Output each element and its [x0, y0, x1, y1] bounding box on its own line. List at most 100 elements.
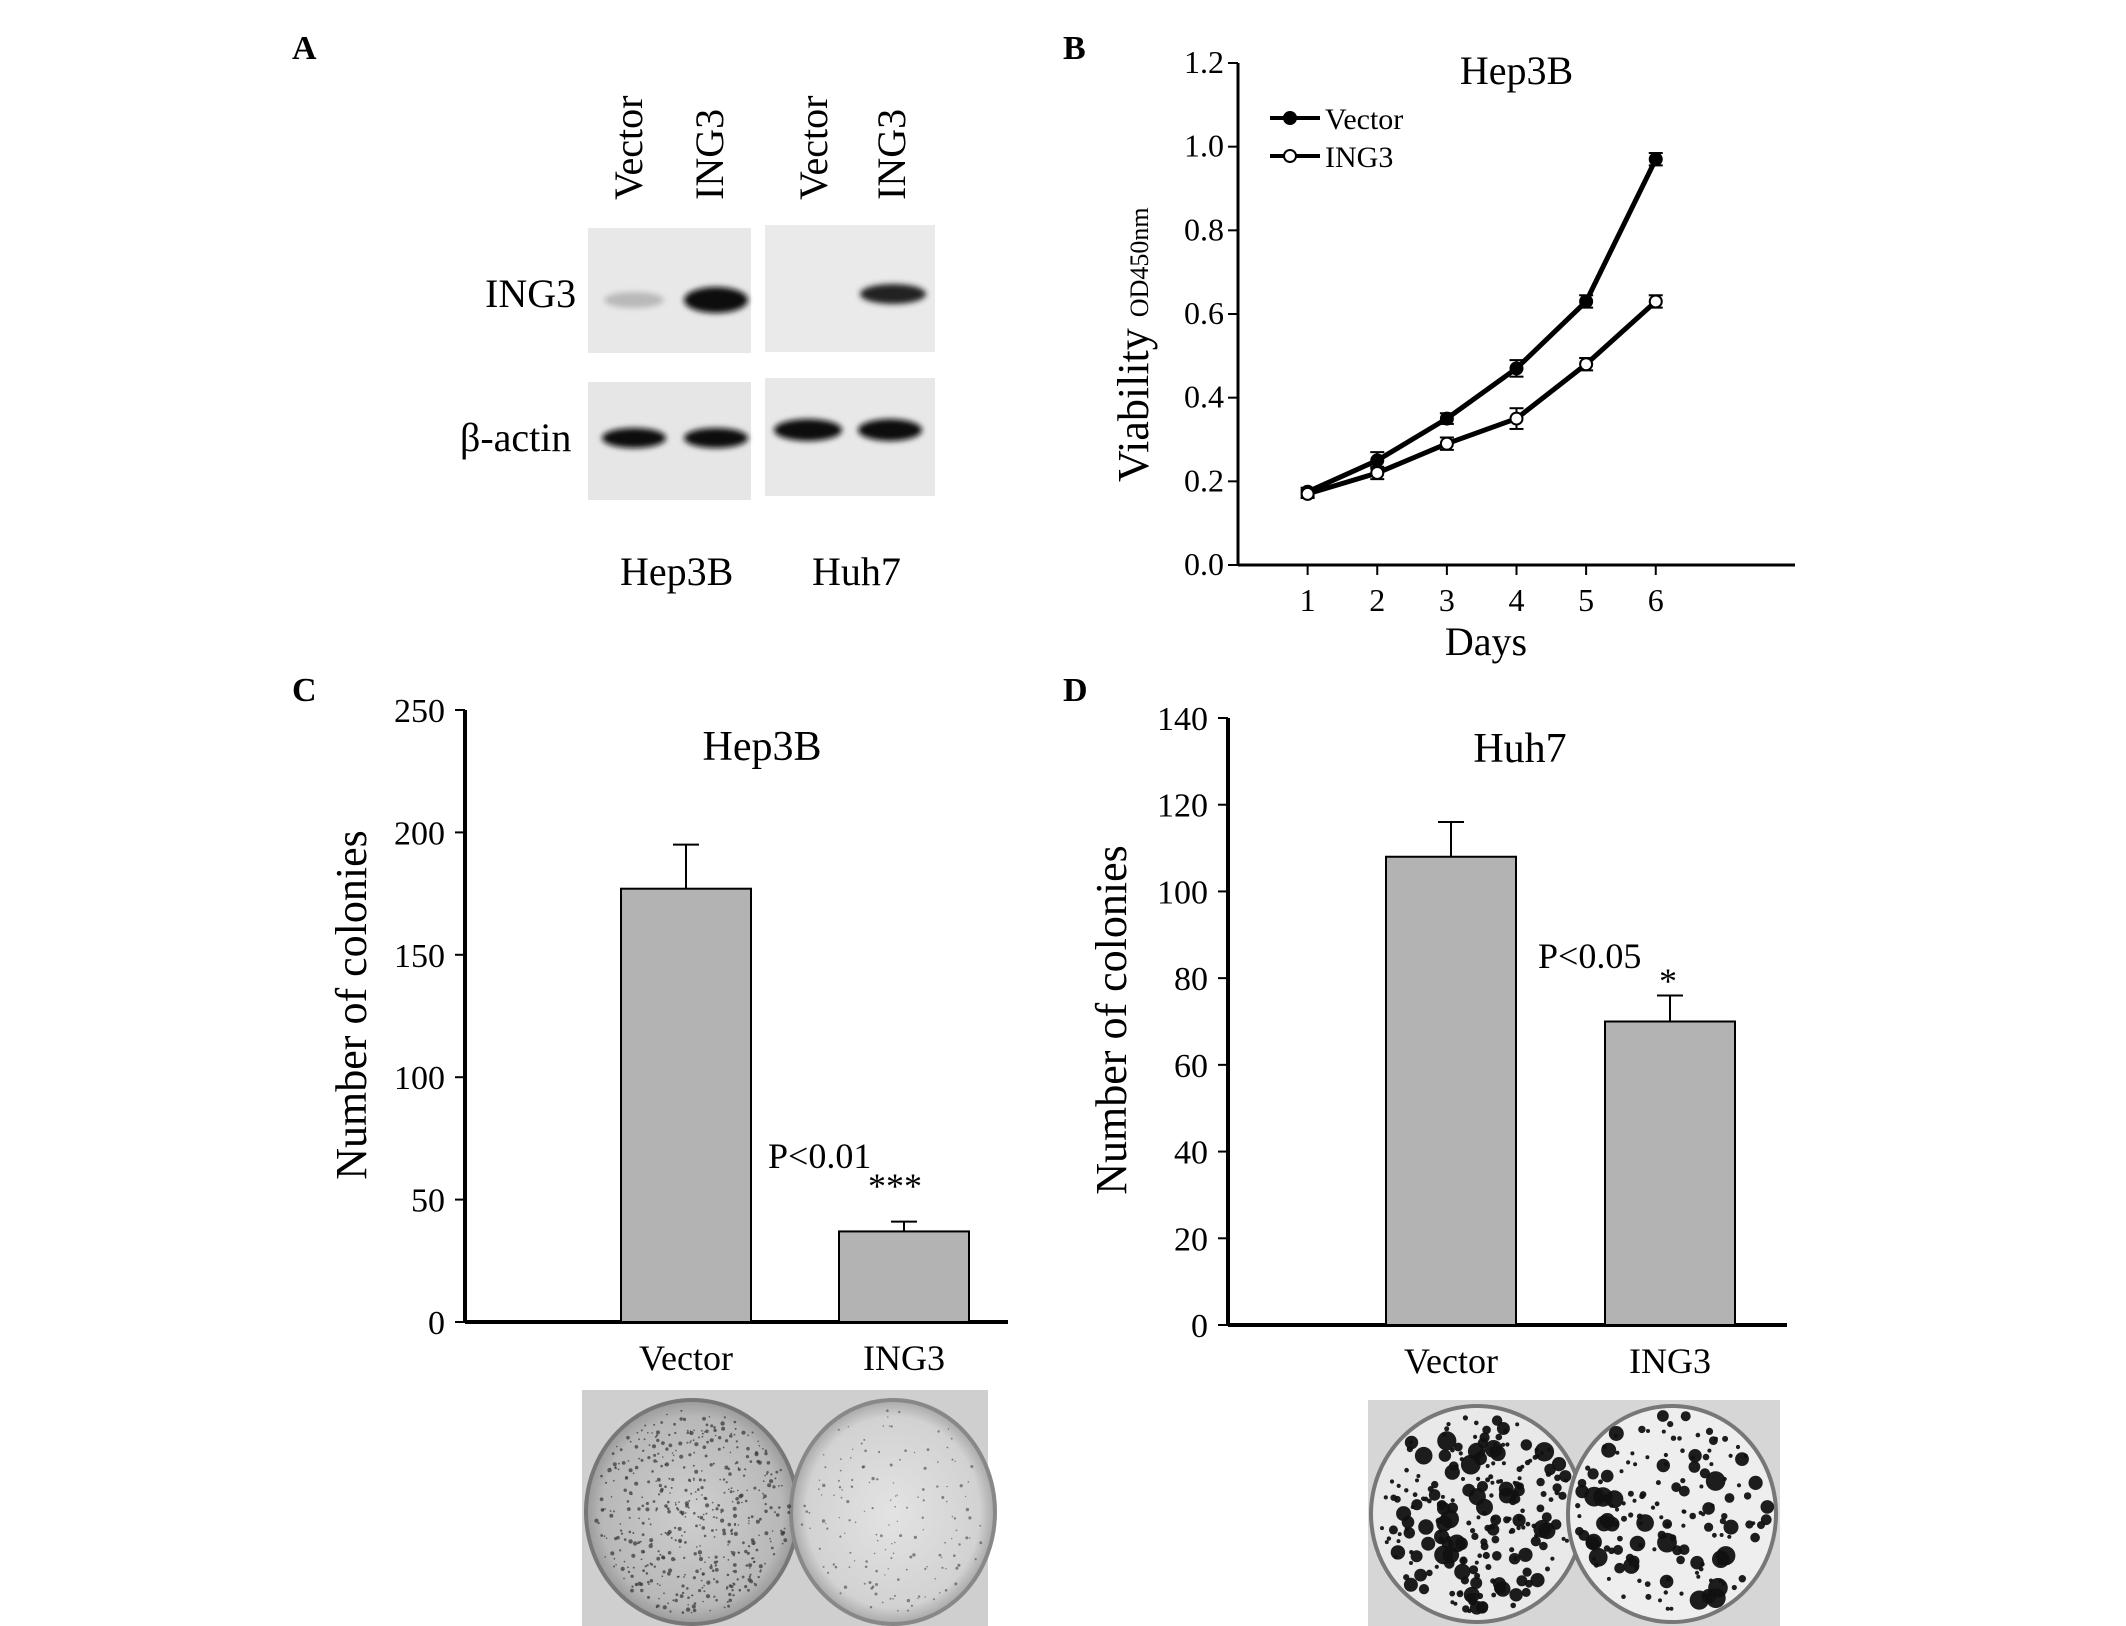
colony-dot — [820, 1494, 823, 1496]
colony-dot — [737, 1468, 741, 1471]
colony-dot — [689, 1430, 692, 1433]
colony-dot — [1577, 1478, 1587, 1488]
colony-dot — [698, 1436, 700, 1439]
colony-dot — [979, 1541, 983, 1545]
colony-dot — [693, 1512, 696, 1515]
colony-dot — [748, 1520, 750, 1522]
y-tick-label: 1.2 — [1184, 44, 1224, 80]
colony-dot — [750, 1515, 754, 1518]
colony-dot — [890, 1425, 893, 1428]
colony-dot — [1421, 1496, 1426, 1502]
bar-ing3 — [838, 1230, 970, 1323]
colony-dot — [1512, 1513, 1526, 1527]
colony-dot — [1518, 1483, 1523, 1488]
colony-dot — [658, 1597, 660, 1600]
colony-dot — [692, 1608, 697, 1613]
colony-dot — [729, 1490, 733, 1494]
colony-dot — [689, 1432, 692, 1435]
colony-dot — [757, 1575, 760, 1579]
colony-dot — [1705, 1427, 1714, 1435]
data-point-vector — [1509, 361, 1524, 376]
colony-dot — [1652, 1547, 1657, 1552]
colony-dot — [1760, 1500, 1775, 1514]
colony-dot — [1509, 1588, 1523, 1602]
colony-dots-hep3b — [594, 1409, 983, 1614]
colony-dot — [666, 1413, 668, 1416]
colony-dot — [748, 1563, 753, 1568]
data-point-ing3 — [1370, 465, 1385, 480]
colony-dot — [922, 1529, 924, 1531]
colony-dot — [686, 1587, 689, 1590]
colony-dot — [769, 1479, 774, 1484]
colony-dot — [728, 1598, 733, 1603]
colony-dot — [720, 1511, 723, 1514]
colony-dot — [724, 1465, 729, 1470]
colony-dot — [751, 1431, 754, 1434]
colony-dot — [627, 1570, 631, 1574]
colony-dot — [656, 1438, 660, 1443]
colony-dot — [1665, 1606, 1670, 1611]
colony-dot — [899, 1534, 903, 1538]
colony-dot — [679, 1454, 684, 1459]
colony-dot — [759, 1517, 762, 1521]
colony-dot — [614, 1537, 618, 1541]
colony-dot — [887, 1416, 889, 1418]
colony-dot — [1476, 1498, 1493, 1516]
x-tick-label: 2 — [1369, 582, 1385, 618]
colony-dot — [917, 1496, 919, 1498]
colony-dot — [1444, 1558, 1455, 1569]
colony-dot — [1485, 1564, 1492, 1570]
colony-dot — [636, 1431, 639, 1434]
colony-dot — [727, 1522, 732, 1527]
colony-dot — [1630, 1451, 1635, 1456]
colony-dot — [1587, 1468, 1599, 1480]
colony-dot — [1512, 1480, 1517, 1485]
colony-dot — [651, 1432, 653, 1434]
colony-dot — [661, 1555, 665, 1560]
colony-dot — [1639, 1521, 1643, 1526]
colony-dot — [623, 1538, 627, 1541]
colony-dot — [770, 1473, 773, 1476]
colony-dot — [1534, 1533, 1539, 1538]
colony-dot — [950, 1437, 953, 1440]
colony-dot — [1530, 1573, 1545, 1588]
colony-dot — [906, 1506, 909, 1509]
colony-dot — [612, 1479, 615, 1482]
colony-dot — [841, 1489, 843, 1491]
colony-dot — [706, 1580, 711, 1585]
colony-dot — [604, 1556, 606, 1558]
colony-dot — [745, 1564, 749, 1567]
colony-dot — [729, 1584, 734, 1589]
colony-dot — [641, 1521, 645, 1525]
colony-dot — [968, 1537, 971, 1539]
colony-dot — [620, 1532, 624, 1535]
colony-dot — [630, 1588, 634, 1593]
colony-dot — [657, 1452, 660, 1455]
colony-dot — [762, 1497, 765, 1500]
colony-dot — [1545, 1566, 1550, 1572]
colony-dot — [672, 1599, 675, 1602]
colony-dot — [905, 1568, 908, 1571]
colony-dot — [1564, 1478, 1569, 1483]
data-point-ing3 — [1509, 411, 1524, 426]
colony-dot — [607, 1468, 612, 1473]
colony-dot — [909, 1555, 913, 1559]
colony-dot — [822, 1454, 825, 1456]
colony-dot — [714, 1434, 717, 1437]
colony-dot — [1505, 1442, 1510, 1447]
colony-dot — [719, 1478, 721, 1481]
colony-dot — [1690, 1455, 1696, 1461]
colony-dot — [953, 1517, 957, 1520]
colony-dot — [688, 1453, 692, 1457]
colony-dot — [1485, 1464, 1490, 1468]
colony-dot — [846, 1500, 850, 1504]
colony-dot — [684, 1488, 688, 1492]
colony-dot — [953, 1554, 956, 1557]
colony-dot — [674, 1502, 677, 1504]
colony-dot — [1657, 1530, 1667, 1540]
colony-dot — [780, 1529, 783, 1532]
colony-dot — [913, 1535, 918, 1539]
colony-dot — [674, 1431, 677, 1435]
x-tick-label: 3 — [1439, 582, 1455, 618]
colony-dot — [839, 1535, 842, 1538]
